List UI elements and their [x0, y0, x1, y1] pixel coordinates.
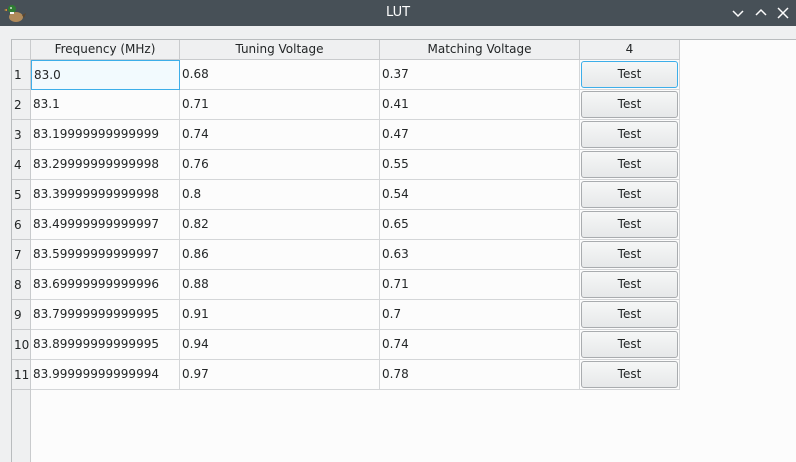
column-header-4[interactable]: 4	[580, 40, 680, 60]
column-header-frequency[interactable]: Frequency (MHz)	[31, 40, 180, 60]
cell-frequency[interactable]: 83.19999999999999	[31, 120, 180, 150]
test-button[interactable]: Test	[581, 211, 678, 238]
cell-matching-voltage[interactable]: 0.7	[380, 300, 580, 330]
cell-action: Test	[580, 120, 680, 150]
cell-action: Test	[580, 210, 680, 240]
cell-action: Test	[580, 330, 680, 360]
row-header[interactable]: 10	[12, 330, 31, 360]
maximize-icon[interactable]	[752, 4, 770, 22]
cell-matching-voltage[interactable]: 0.63	[380, 240, 580, 270]
duck-icon	[4, 2, 26, 24]
test-button[interactable]: Test	[581, 361, 678, 388]
row-header[interactable]: 5	[12, 180, 31, 210]
cell-tuning-voltage[interactable]: 0.94	[180, 330, 380, 360]
cell-matching-voltage[interactable]: 0.41	[380, 90, 580, 120]
cell-frequency[interactable]: 83.59999999999997	[31, 240, 180, 270]
cell-action: Test	[580, 360, 680, 390]
test-button[interactable]: Test	[581, 91, 678, 118]
cell-frequency[interactable]: 83.29999999999998	[31, 150, 180, 180]
row-header[interactable]: 6	[12, 210, 31, 240]
cell-action: Test	[580, 240, 680, 270]
cell-frequency[interactable]: 83.99999999999994	[31, 360, 180, 390]
test-button[interactable]: Test	[581, 241, 678, 268]
test-button[interactable]: Test	[581, 271, 678, 298]
cell-matching-voltage[interactable]: 0.71	[380, 270, 580, 300]
test-button[interactable]: Test	[581, 301, 678, 328]
cell-action: Test	[580, 180, 680, 210]
title-bar: LUT	[0, 0, 796, 26]
cell-tuning-voltage[interactable]: 0.86	[180, 240, 380, 270]
test-button[interactable]: Test	[581, 181, 678, 208]
cell-frequency[interactable]: 83.79999999999995	[31, 300, 180, 330]
cell-matching-voltage[interactable]: 0.37	[380, 60, 580, 90]
cell-action: Test	[580, 300, 680, 330]
cell-tuning-voltage[interactable]: 0.71	[180, 90, 380, 120]
cell-matching-voltage[interactable]: 0.55	[380, 150, 580, 180]
cell-matching-voltage[interactable]: 0.65	[380, 210, 580, 240]
row-header[interactable]: 1	[12, 60, 31, 90]
cell-matching-voltage[interactable]: 0.54	[380, 180, 580, 210]
test-button[interactable]: Test	[581, 121, 678, 148]
table-empty-area	[31, 390, 680, 462]
minimize-icon[interactable]	[729, 4, 747, 22]
table-corner-button[interactable]	[12, 40, 31, 60]
cell-action: Test	[580, 150, 680, 180]
cell-frequency[interactable]: 83.49999999999997	[31, 210, 180, 240]
window-title: LUT	[385, 5, 411, 20]
cell-tuning-voltage[interactable]: 0.82	[180, 210, 380, 240]
cell-action: Test	[580, 60, 680, 90]
lut-table: Frequency (MHz) Tuning Voltage Matching …	[11, 39, 796, 462]
close-icon[interactable]	[774, 4, 792, 22]
test-button[interactable]: Test	[581, 331, 678, 358]
column-header-tuning-voltage[interactable]: Tuning Voltage	[180, 40, 380, 60]
cell-frequency[interactable]: 83.69999999999996	[31, 270, 180, 300]
cell-tuning-voltage[interactable]: 0.8	[180, 180, 380, 210]
column-header-matching-voltage[interactable]: Matching Voltage	[380, 40, 580, 60]
row-header[interactable]: 4	[12, 150, 31, 180]
cell-tuning-voltage[interactable]: 0.91	[180, 300, 380, 330]
row-header[interactable]: 9	[12, 300, 31, 330]
cell-frequency[interactable]: 83.1	[31, 90, 180, 120]
cell-tuning-voltage[interactable]: 0.88	[180, 270, 380, 300]
test-button[interactable]: Test	[581, 61, 678, 88]
cell-matching-voltage[interactable]: 0.74	[380, 330, 580, 360]
cell-action: Test	[580, 90, 680, 120]
cell-tuning-voltage[interactable]: 0.74	[180, 120, 380, 150]
cell-matching-voltage[interactable]: 0.78	[380, 360, 580, 390]
cell-tuning-voltage[interactable]: 0.76	[180, 150, 380, 180]
cell-matching-voltage[interactable]: 0.47	[380, 120, 580, 150]
row-header[interactable]: 7	[12, 240, 31, 270]
cell-action: Test	[580, 270, 680, 300]
row-header[interactable]: 2	[12, 90, 31, 120]
cell-frequency[interactable]: 83.0	[31, 60, 180, 90]
vertical-header	[12, 60, 31, 462]
cell-frequency[interactable]: 83.89999999999995	[31, 330, 180, 360]
cell-frequency[interactable]: 83.39999999999998	[31, 180, 180, 210]
cell-tuning-voltage[interactable]: 0.68	[180, 60, 380, 90]
cell-tuning-voltage[interactable]: 0.97	[180, 360, 380, 390]
row-header[interactable]: 8	[12, 270, 31, 300]
row-header[interactable]: 3	[12, 120, 31, 150]
test-button[interactable]: Test	[581, 151, 678, 178]
row-header[interactable]: 11	[12, 360, 31, 390]
